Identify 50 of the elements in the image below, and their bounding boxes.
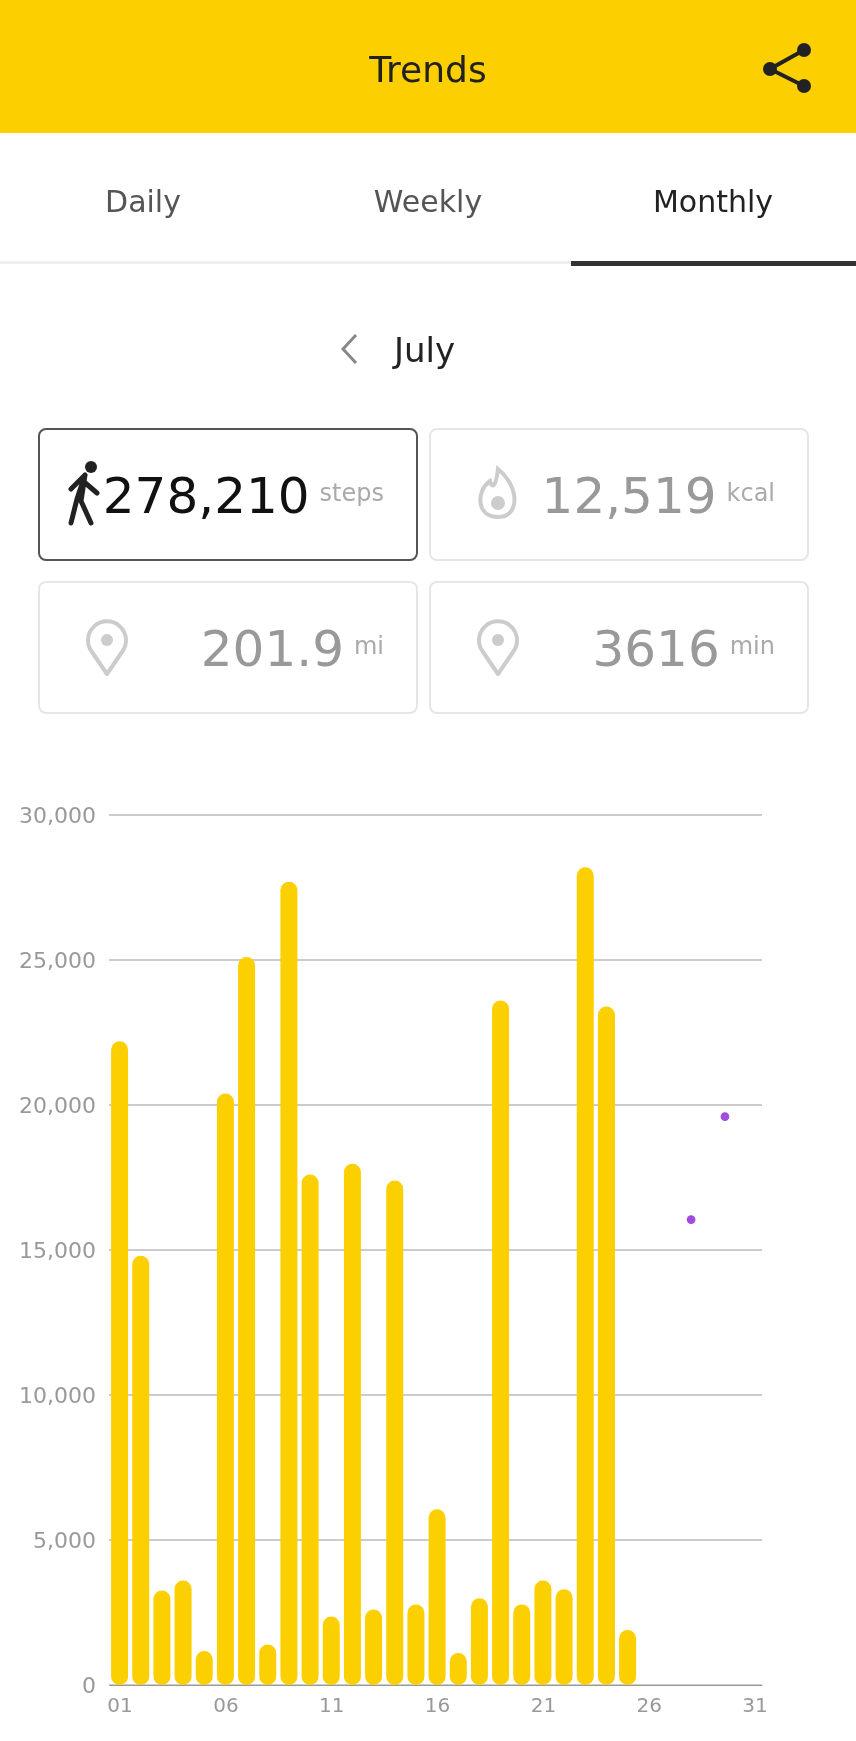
y-tick-label: 10,000 (19, 1382, 96, 1408)
text: Monthly (652, 184, 774, 219)
text: 12,519 (541, 467, 717, 525)
text: min (729, 632, 775, 660)
y-tick-label: 30,000 (19, 802, 96, 828)
text: kcal (726, 479, 775, 507)
text: Trends (368, 49, 487, 90)
bar (280, 881, 298, 1685)
bar (322, 1616, 340, 1685)
bar (132, 1255, 150, 1685)
bar (470, 1598, 488, 1685)
bar (534, 1580, 552, 1685)
text: 201.9 (200, 620, 344, 678)
bar (238, 957, 256, 1685)
bar (619, 1629, 637, 1685)
bar (576, 867, 594, 1685)
x-tick-label: 06 (213, 1693, 239, 1717)
y-tick-label: 25,000 (19, 947, 96, 973)
x-tick-label: 11 (319, 1693, 345, 1717)
x-tick-label: 26 (636, 1693, 662, 1717)
text: July (392, 330, 456, 370)
bar (428, 1509, 446, 1685)
bar (407, 1604, 425, 1685)
text: steps (319, 479, 384, 507)
bar (365, 1609, 383, 1685)
bar (111, 1041, 129, 1685)
x-tick-label: 16 (424, 1693, 451, 1717)
bar (597, 1006, 615, 1685)
text: Daily (105, 184, 181, 219)
bar (555, 1589, 573, 1685)
text: Weekly (373, 184, 483, 219)
text: 278,210 (102, 467, 310, 525)
x-tick-label: 31 (742, 1693, 768, 1717)
bar (259, 1644, 277, 1685)
bar (492, 1000, 510, 1685)
bar (513, 1604, 531, 1685)
bar (343, 1163, 361, 1685)
text: 3616 (592, 620, 720, 678)
text: mi (353, 632, 384, 660)
y-tick-label: 20,000 (19, 1092, 96, 1118)
y-tick-label: 0 (82, 1672, 96, 1698)
x-tick-label: 21 (530, 1693, 557, 1717)
bar (216, 1093, 234, 1685)
bar (153, 1590, 171, 1685)
bar (174, 1580, 192, 1685)
y-tick-label: 15,000 (19, 1237, 96, 1263)
bar (301, 1174, 319, 1685)
bar (386, 1180, 404, 1685)
x-tick-label: 01 (107, 1693, 133, 1717)
y-tick-label: 5,000 (33, 1527, 96, 1553)
